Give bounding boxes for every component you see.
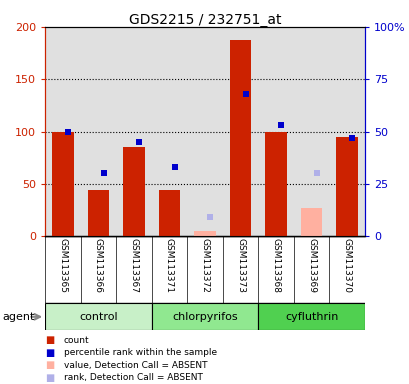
Bar — [194, 231, 215, 236]
Text: GDS2215 / 232751_at: GDS2215 / 232751_at — [128, 13, 281, 27]
Text: control: control — [79, 312, 117, 322]
Text: value, Detection Call = ABSENT: value, Detection Call = ABSENT — [63, 361, 207, 370]
Bar — [45, 303, 151, 330]
Bar — [123, 147, 144, 236]
Bar — [88, 190, 109, 236]
Bar — [265, 131, 286, 236]
Bar — [336, 137, 357, 236]
Text: count: count — [63, 336, 89, 345]
Bar — [151, 303, 258, 330]
Text: ■: ■ — [45, 335, 54, 345]
Text: GSM113372: GSM113372 — [200, 238, 209, 293]
Text: GSM113370: GSM113370 — [342, 238, 351, 293]
Text: chlorpyrifos: chlorpyrifos — [172, 312, 237, 322]
Text: GSM113371: GSM113371 — [164, 238, 173, 293]
Bar — [258, 303, 364, 330]
Text: GSM113367: GSM113367 — [129, 238, 138, 293]
Text: GSM113366: GSM113366 — [94, 238, 103, 293]
Text: cyfluthrin: cyfluthrin — [284, 312, 337, 322]
Bar — [300, 208, 321, 236]
Text: ■: ■ — [45, 373, 54, 383]
Text: GSM113369: GSM113369 — [306, 238, 315, 293]
Text: rank, Detection Call = ABSENT: rank, Detection Call = ABSENT — [63, 373, 202, 382]
Bar — [229, 40, 251, 236]
Bar — [158, 190, 180, 236]
Text: agent: agent — [2, 312, 34, 322]
Bar — [52, 131, 73, 236]
Text: GSM113373: GSM113373 — [236, 238, 245, 293]
Text: GSM113368: GSM113368 — [271, 238, 280, 293]
Text: ■: ■ — [45, 348, 54, 358]
Text: GSM113365: GSM113365 — [58, 238, 67, 293]
Text: ■: ■ — [45, 360, 54, 370]
Text: percentile rank within the sample: percentile rank within the sample — [63, 348, 216, 357]
